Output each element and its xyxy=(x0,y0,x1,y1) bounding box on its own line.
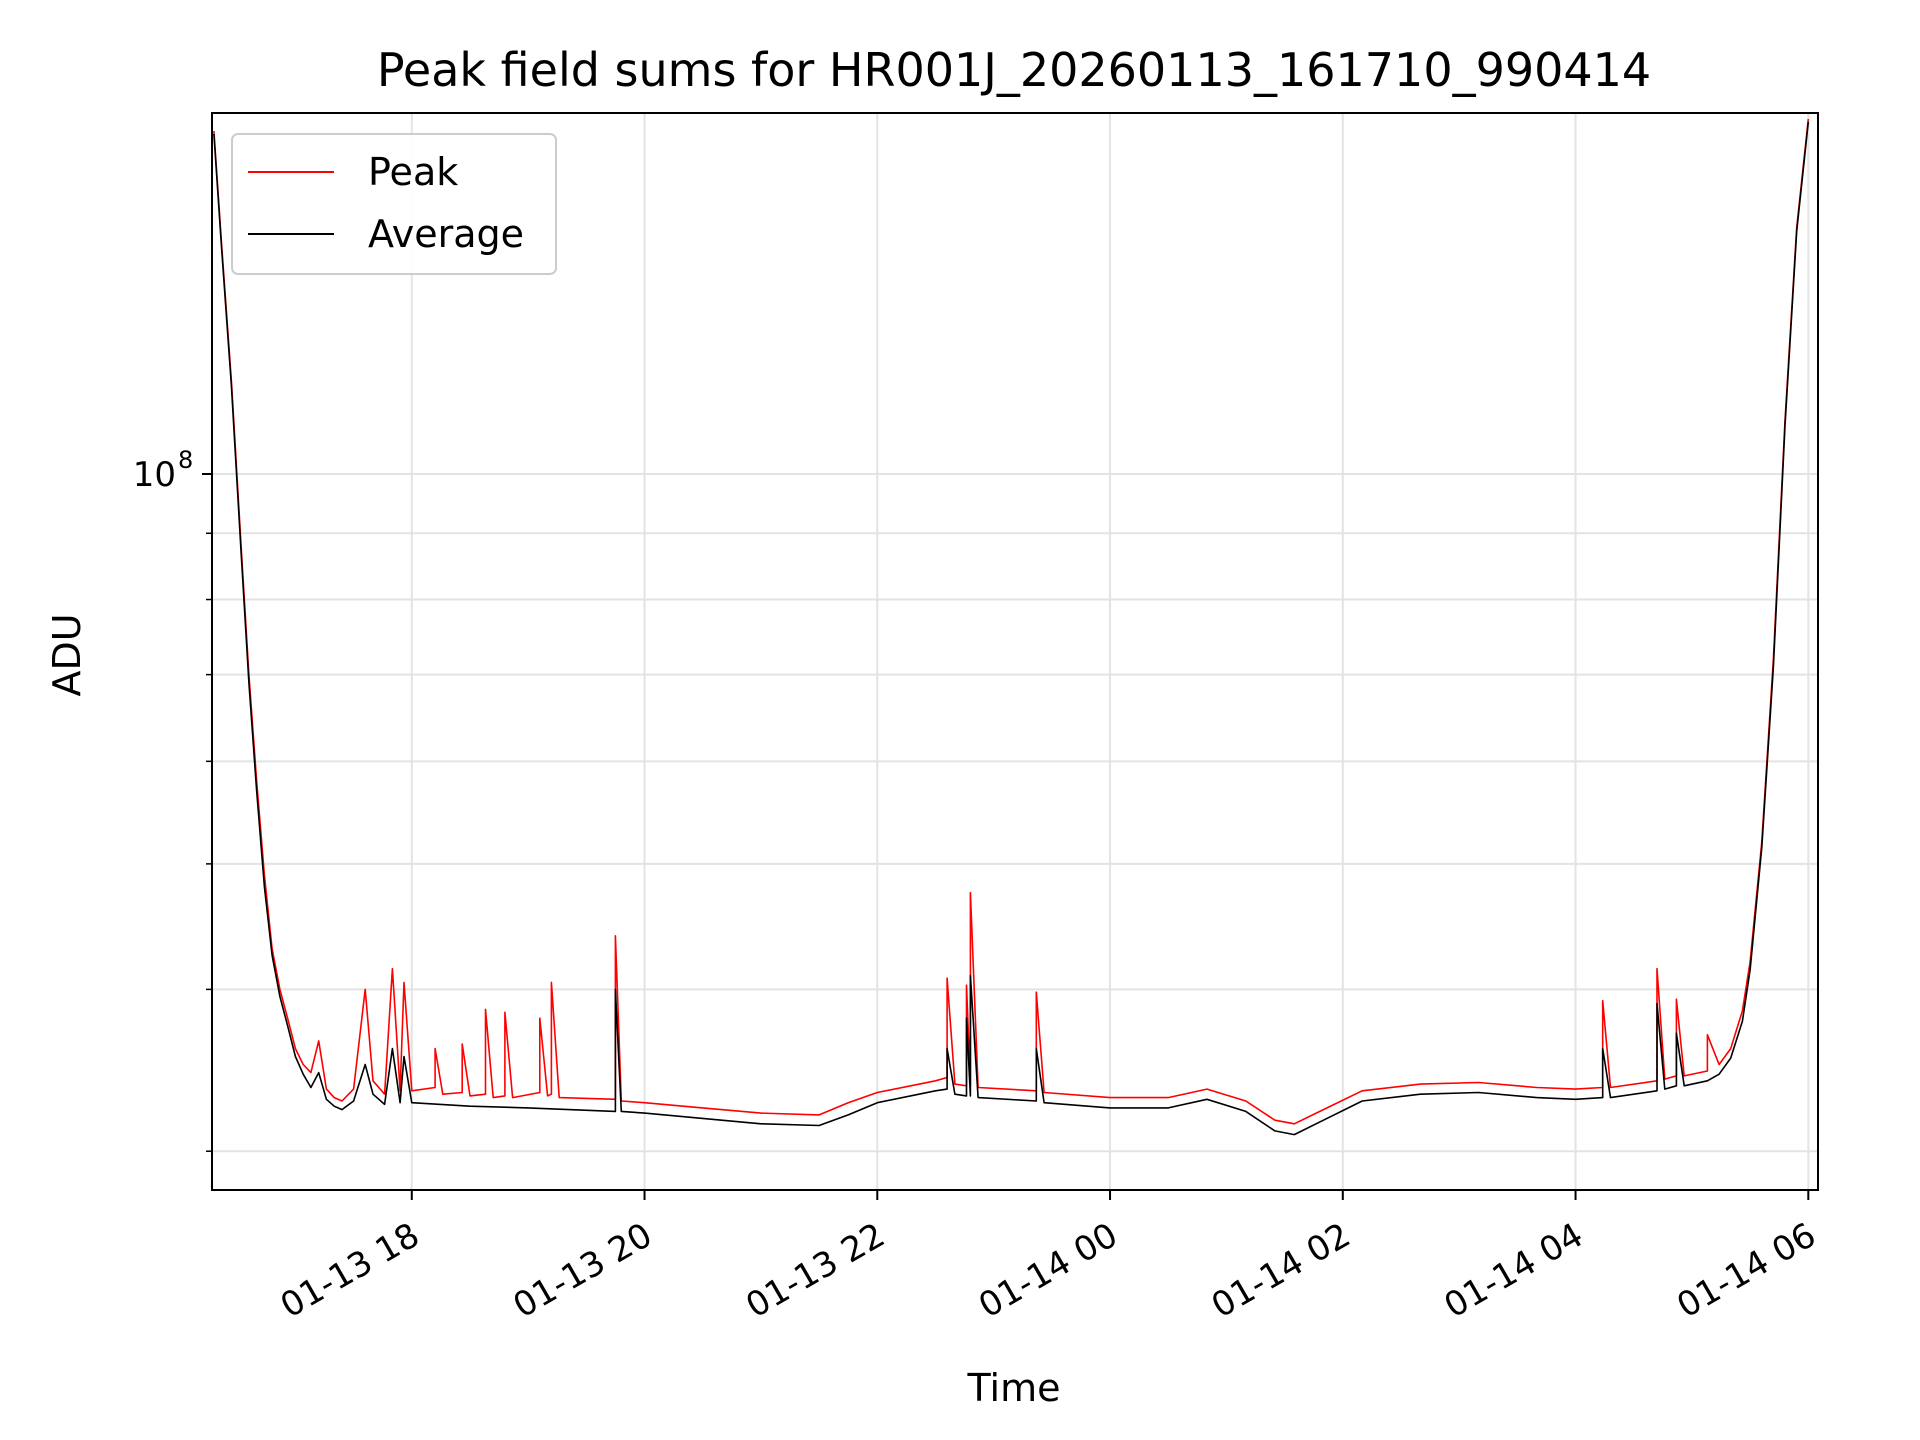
legend: Peak Average xyxy=(231,133,557,275)
x-axis: 01-13 18 01-13 20 01-13 22 01-14 00 01-14 02… xyxy=(274,1190,1823,1326)
legend-label-peak: Peak xyxy=(368,150,458,194)
grid xyxy=(212,113,1818,1190)
series-layer xyxy=(213,118,1810,1136)
legend-label-average: Average xyxy=(368,212,524,256)
x-axis-label: Time xyxy=(967,1366,1061,1410)
series-line-average xyxy=(213,121,1810,1136)
y-axis: 10 8 xyxy=(133,446,212,1152)
x-tick-label: 01-13 18 xyxy=(274,1215,426,1326)
x-tick-label: 01-14 02 xyxy=(1205,1215,1357,1326)
y-axis-label: ADU xyxy=(45,613,89,696)
x-tick-label: 01-13 20 xyxy=(507,1215,659,1326)
plot-frame xyxy=(211,112,1819,1191)
x-tick-label: 01-14 06 xyxy=(1670,1215,1822,1326)
x-tick-label: 01-14 00 xyxy=(972,1215,1124,1326)
x-tick-label: 01-14 04 xyxy=(1438,1215,1590,1326)
y-tick-label: 10 xyxy=(133,455,176,495)
legend-frame xyxy=(231,133,557,275)
x-tick-label: 01-13 22 xyxy=(739,1215,891,1326)
chart-title: Peak field sums for HR001J_20260113_1617… xyxy=(377,43,1651,97)
y-tick-label-exponent: 8 xyxy=(178,446,193,474)
